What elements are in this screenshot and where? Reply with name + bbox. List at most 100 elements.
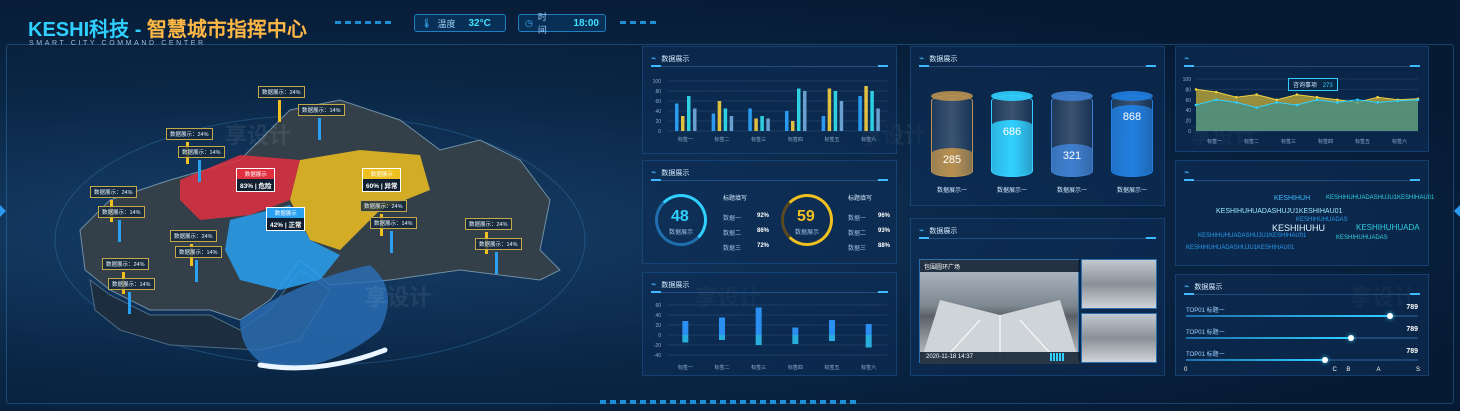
rank-bar-handle — [1347, 335, 1354, 341]
panel-header: ⌁ 数据展示 — [919, 225, 957, 236]
cylinder-fill — [1111, 104, 1153, 177]
map-data-tag[interactable]: 数据展示：14% — [175, 246, 222, 258]
gauge-label-b: 数据展示 — [795, 230, 820, 236]
cylinder-fill — [931, 148, 973, 177]
map-data-tag[interactable]: 数据展示：14% — [475, 238, 522, 250]
y-tick-label: -20 — [654, 343, 661, 349]
region-label[interactable]: 数据展示 83% | 危险 — [236, 168, 276, 192]
y-tick-label: 40 — [1185, 108, 1191, 114]
pulse-icon: ⌁ — [651, 279, 657, 289]
bar — [729, 116, 734, 131]
cylinder-cap — [1051, 91, 1093, 101]
area-series-line — [1195, 88, 1419, 103]
temperature-widget: 🌡 温度 32°C — [414, 14, 506, 32]
camera-thumb-2[interactable] — [1081, 313, 1157, 363]
panel-header: ⌁ 数据展示 — [651, 167, 689, 178]
bar-negative — [755, 335, 762, 345]
gauge-rows-b: 数据一 96% 数据二 93% 数据三 88% — [848, 213, 890, 258]
bar — [833, 91, 838, 131]
cylinder-label: 数据展示一 — [936, 188, 967, 194]
map-data-tag[interactable]: 数据展示：14% — [298, 104, 345, 116]
cylinder-fill — [991, 119, 1033, 177]
gauge-row: 数据三 88% — [848, 243, 890, 252]
gauge-row: 数据三 72% — [723, 243, 769, 252]
map-data-tag[interactable]: 数据展示：14% — [370, 217, 417, 229]
panel-header: ⌁ 数据展示 — [919, 53, 957, 64]
region-label[interactable]: 数据展示 42% | 正常 — [266, 207, 306, 231]
y-tick-label: 100 — [1183, 77, 1192, 83]
panel-divider — [651, 65, 888, 67]
rank-value: 789 — [1406, 304, 1418, 311]
data-point — [1235, 95, 1238, 99]
gauge-row: 数据二 93% — [848, 228, 890, 237]
map-bar — [128, 292, 131, 314]
map-data-tag[interactable]: 数据展示：24% — [166, 128, 213, 140]
bar — [803, 91, 807, 131]
rank-axis-label: B — [1346, 367, 1351, 373]
region-normal[interactable] — [225, 205, 340, 290]
cylinder-label: 数据展示一 — [996, 188, 1027, 194]
data-point — [1214, 90, 1218, 94]
panel-title: 数据展示 — [929, 227, 958, 235]
gauge-title-b: 标题填写 — [848, 196, 873, 202]
map-data-tag[interactable]: 数据展示：14% — [108, 278, 155, 290]
gauge-ring-a — [655, 194, 707, 246]
map-data-tag[interactable]: 数据展示：24% — [90, 186, 137, 198]
map-bar — [195, 260, 198, 282]
map-bar — [390, 231, 393, 253]
map-bar — [495, 252, 498, 274]
chart-tooltip: 咨询事项 273 — [1288, 78, 1338, 91]
bar — [827, 88, 832, 131]
data-point — [1315, 98, 1319, 102]
watermark: 享设计 — [225, 123, 292, 148]
map-data-tag[interactable]: 数据展示：24% — [170, 230, 217, 242]
gauge-row-label: 数据三 — [848, 246, 867, 252]
word-cloud-term: KESHIHUH — [1274, 195, 1311, 202]
city-map — [54, 99, 586, 371]
panel-area-chart: ⌁ 100 80 60 40 20 0 标签一 标签二 标签三 标签四 标签五 标签六 咨询事项 27… — [1175, 46, 1429, 152]
rank-bar — [1186, 359, 1326, 361]
page-title: KESHI科技 - 智慧城市指挥中心 — [28, 13, 307, 42]
cylinder-cap — [931, 91, 973, 101]
map-data-tag[interactable]: 数据展示：24% — [258, 86, 305, 98]
gauge-row-value: 96% — [877, 213, 890, 219]
panel-title: 数据展示 — [661, 55, 690, 63]
word-cloud-term: KESHIHUHUADASHUJU1KESHIHAU01 — [1186, 245, 1295, 251]
panel-word-cloud: ⌁ KESHIHUH KESHIHUHUADASHUJU1KESHIHAU01 KE… — [1175, 160, 1434, 266]
region-label[interactable]: 数据展示 60% | 异常 — [362, 168, 402, 192]
data-point — [1315, 95, 1319, 99]
x-tick-label: 标签二 — [714, 136, 729, 143]
panel-divider — [1184, 65, 1420, 67]
map-data-tag[interactable]: 数据展示：24% — [465, 218, 512, 230]
panel-posneg-chart: ⌁ 数据展示 60 40 20 0 -20 -40 标签一 标签二 标签三 标签四 标签五 标签六 — [642, 272, 897, 376]
y-tick-label: 40 — [655, 109, 661, 115]
camera-thumb-1[interactable] — [1081, 259, 1157, 309]
bar-positive — [792, 327, 799, 335]
map-data-tag[interactable]: 数据展示：24% — [360, 200, 407, 212]
pulse-icon: ⌁ — [1184, 281, 1190, 291]
gauge-value-a: 48 — [671, 208, 689, 225]
bar — [675, 103, 679, 131]
bar — [687, 96, 691, 131]
watermark: 享设计 — [365, 285, 432, 310]
pulse-icon: ⌁ — [919, 53, 925, 63]
camera-main-feed[interactable]: 包围圆环广场 2020-11-18 14:37 — [919, 259, 1080, 364]
y-tick-label: 100 — [653, 79, 662, 85]
panel-header: ⌁ 数据展示 — [651, 53, 689, 64]
gauge-row-value: 72% — [756, 243, 769, 249]
panel-title: 数据展示 — [661, 169, 690, 177]
map-data-tag[interactable]: 数据展示：24% — [102, 258, 149, 270]
map-data-tag[interactable]: 数据展示：14% — [98, 206, 145, 218]
word-cloud-term: KESHIHUHUADASHUJU1KESHIHAU01 — [1198, 233, 1307, 239]
panel-camera: ⌁ 数据展示 包围圆环广场 2020-11-18 14:37 — [910, 218, 1165, 376]
data-point — [1255, 93, 1258, 96]
map-data-tag[interactable]: 数据展示：14% — [178, 146, 225, 158]
y-tick-label: -40 — [654, 353, 661, 359]
camera-timestamp: 2020-11-18 14:37 — [926, 354, 973, 360]
right-arrow-icon — [1454, 205, 1460, 217]
gauge-row-value: 86% — [756, 228, 769, 234]
word-cloud-term: KESHIHUHUADA — [1356, 223, 1420, 232]
y-tick-label: 80 — [655, 89, 661, 95]
panel-header: ⌁ — [1184, 167, 1189, 178]
x-tick-label: 标签三 — [751, 364, 766, 371]
